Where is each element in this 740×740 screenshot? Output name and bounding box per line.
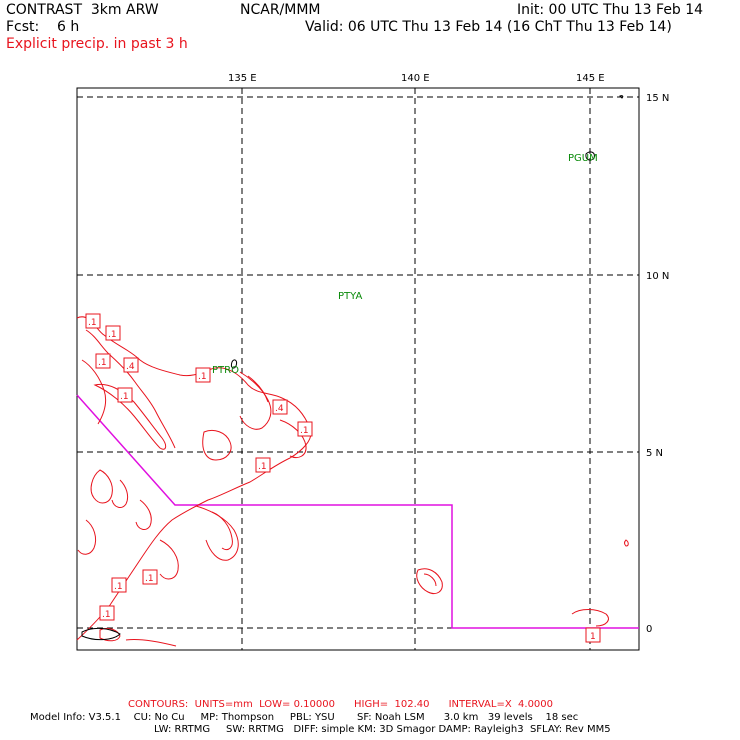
coastlines bbox=[81, 95, 624, 641]
contour-label: .1 bbox=[145, 574, 154, 584]
contour-info: CONTOURS: UNITS=mm LOW= 0.10000 HIGH= 10… bbox=[128, 699, 554, 710]
contour-label: .1 bbox=[114, 582, 123, 592]
contour-blob-7 bbox=[77, 519, 97, 555]
contour-label-box bbox=[95, 353, 111, 369]
station-pgum: PGUM bbox=[568, 153, 598, 164]
contour-blob-6 bbox=[135, 499, 152, 530]
contour-label: .1 bbox=[108, 330, 117, 340]
guam-island bbox=[585, 151, 595, 161]
saipan-island bbox=[619, 95, 624, 99]
contour-label-box bbox=[297, 421, 313, 437]
contour-inner-2 bbox=[81, 359, 107, 425]
contour-labels: .1 .1 .1 .4 .1 .1 .4 .1 .1 .1 .1 .1 1 bbox=[85, 313, 601, 643]
contour-blob-3 bbox=[211, 511, 233, 551]
contour-label: .1 bbox=[258, 462, 267, 472]
contour-label-box bbox=[255, 457, 271, 473]
lon-label-140: 140 E bbox=[401, 73, 430, 84]
contour-east-2 bbox=[423, 573, 437, 587]
lat-label-0: 0 bbox=[646, 624, 652, 635]
contour-label-box bbox=[585, 627, 601, 643]
lat-label-5n: 5 N bbox=[646, 448, 663, 459]
lat-label-10n: 10 N bbox=[646, 271, 669, 282]
field-title: Explicit precip. in past 3 h bbox=[6, 36, 188, 52]
contour-label-box bbox=[195, 367, 211, 383]
contour-small-1 bbox=[624, 539, 629, 547]
contour-inner-3 bbox=[239, 371, 272, 430]
new-guinea-coast bbox=[81, 627, 121, 641]
contour-southeast-1 bbox=[571, 609, 609, 627]
contour-blob-4 bbox=[90, 469, 113, 504]
lon-label-135: 135 E bbox=[228, 73, 257, 84]
map-frame bbox=[76, 87, 640, 651]
contour-inner-5 bbox=[279, 419, 307, 459]
contour-blob-5 bbox=[111, 479, 129, 508]
init-time: Init: 00 UTC Thu 13 Feb 14 bbox=[517, 2, 704, 18]
lat-label-15n: 15 N bbox=[646, 93, 669, 104]
contour-blob-1 bbox=[202, 429, 232, 461]
contour-label-box bbox=[111, 577, 127, 593]
precip-contours bbox=[76, 316, 629, 647]
contour-blob-10 bbox=[125, 639, 177, 647]
contour-label: .1 bbox=[98, 358, 107, 368]
palau-island bbox=[231, 359, 237, 369]
lon-label-145: 145 E bbox=[576, 73, 605, 84]
contour-blob-8 bbox=[159, 539, 179, 580]
model-info-line-1: Model Info: V3.5.1 CU: No Cu MP: Thompso… bbox=[30, 712, 579, 723]
contour-label: .4 bbox=[275, 404, 284, 414]
contour-label: .1 bbox=[198, 372, 207, 382]
contour-east-1 bbox=[416, 568, 443, 595]
contour-label: .1 bbox=[88, 318, 97, 328]
contour-label: .1 bbox=[102, 610, 111, 620]
nested-domain-boundary bbox=[76, 394, 639, 629]
forecast-hour: Fcst: 6 h bbox=[6, 19, 80, 35]
contour-label: .1 bbox=[120, 392, 129, 402]
contour-label-box bbox=[142, 569, 158, 585]
contour-label-box bbox=[105, 325, 121, 341]
contour-inner-1 bbox=[85, 329, 176, 449]
model-title: CONTRAST 3km ARW bbox=[6, 2, 159, 18]
contour-label-box bbox=[123, 357, 139, 373]
contour-label-box bbox=[117, 387, 133, 403]
contour-inner-4 bbox=[247, 375, 269, 403]
valid-time: Valid: 06 UTC Thu 13 Feb 14 (16 ChT Thu … bbox=[305, 19, 672, 35]
contour-label: .1 bbox=[300, 426, 309, 436]
contour-label-box bbox=[99, 605, 115, 621]
contour-label-box bbox=[85, 313, 101, 329]
station-ptro: PTRO bbox=[212, 365, 239, 376]
contour-label-box bbox=[272, 399, 288, 415]
station-ptya: PTYA bbox=[338, 291, 362, 302]
organization: NCAR/MMM bbox=[240, 2, 321, 18]
model-info-line-2: LW: RRTMG SW: RRTMG DIFF: simple KM: 3D … bbox=[154, 724, 611, 735]
contour-label: .4 bbox=[126, 362, 135, 372]
graticule bbox=[77, 88, 639, 650]
contour-label: 1 bbox=[590, 632, 596, 642]
